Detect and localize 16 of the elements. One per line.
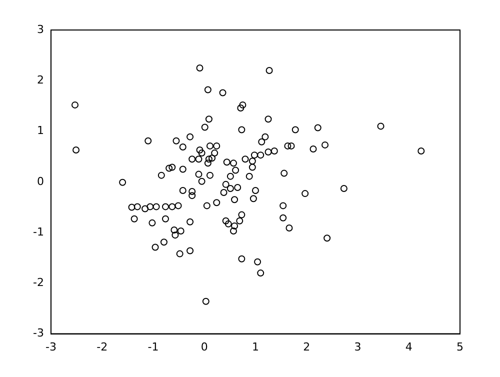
y-tick-label: 3 xyxy=(36,22,44,36)
y-tick-label: -2 xyxy=(33,276,44,290)
x-tick-label: 4 xyxy=(405,340,412,354)
x-tick-label: -2 xyxy=(96,340,108,354)
x-tick-label: 2 xyxy=(303,340,310,354)
y-tick-label: -1 xyxy=(33,225,44,238)
x-tick-label: 1 xyxy=(252,340,259,354)
x-tick-label: 3 xyxy=(354,340,362,354)
x-tick-label: -3 xyxy=(45,340,56,354)
x-tick-label: -1 xyxy=(148,340,159,354)
y-tick-label: -3 xyxy=(33,326,44,340)
y-tick-label: 1 xyxy=(36,124,44,138)
y-tick-label: 0 xyxy=(36,174,44,188)
x-tick-label: 0 xyxy=(200,340,208,354)
x-tick-label: 5 xyxy=(456,340,464,354)
y-tick-label: 2 xyxy=(36,73,44,86)
